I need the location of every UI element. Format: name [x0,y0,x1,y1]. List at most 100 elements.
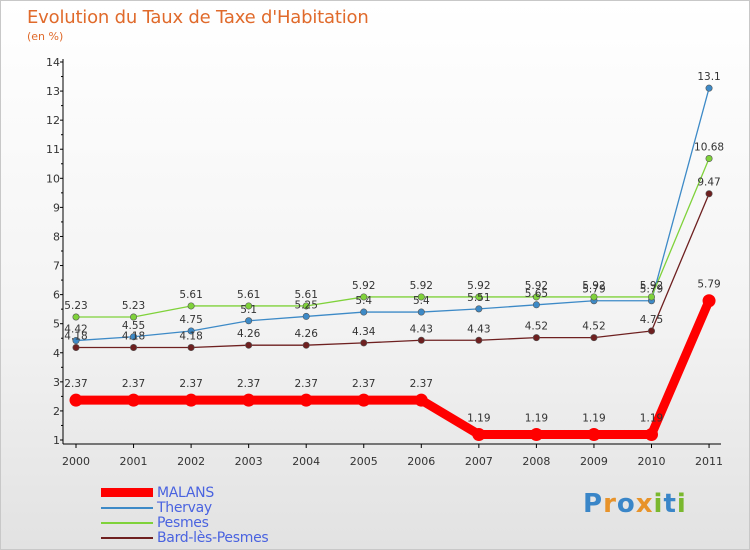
y-tick-label: 7 [53,260,60,273]
x-tick-label: 2005 [350,455,378,468]
data-label-bard-l-s-pesmes: 4.52 [582,321,605,333]
data-point-bard-l-s-pesmes [130,344,138,352]
legend-swatch-thervay [101,507,153,509]
y-tick-label: 13 [46,85,60,98]
data-label-pesmes: 5.92 [525,280,548,292]
data-point-bard-l-s-pesmes [187,344,195,352]
data-point-bard-l-s-pesmes [475,336,483,344]
data-point-malans [472,427,486,441]
logo-letter: P [583,489,604,519]
x-tick-label: 2011 [695,455,723,468]
data-label-bard-l-s-pesmes: 4.18 [64,331,87,343]
data-point-malans [414,393,428,407]
data-point-malans [645,427,658,441]
y-tick-label: 14 [46,56,60,69]
data-label-pesmes: 5.92 [352,280,375,292]
data-point-thervay [72,337,80,345]
data-point-bard-l-s-pesmes [705,190,713,198]
x-tick-label: 2008 [522,455,550,468]
data-label-pesmes: 5.92 [410,280,433,292]
y-tick-label: 1 [53,434,60,447]
data-point-pesmes [360,293,368,301]
legend-label-pesmes: Pesmes [157,515,209,531]
x-tick-label: 2010 [638,455,666,468]
x-tick-label: 2003 [235,455,263,468]
data-point-malans [702,294,716,308]
data-label-pesmes: 10.68 [694,142,724,154]
legend-swatch-bard-l-s-pesmes [101,537,153,539]
data-label-thervay: 4.42 [64,324,87,336]
logo-letter: i [676,489,687,519]
legend-swatch-malans [101,488,153,497]
data-label-malans: 2.37 [179,378,202,390]
data-label-thervay: 5.65 [525,288,548,300]
data-label-pesmes: 5.61 [179,289,202,301]
data-point-pesmes [302,302,310,310]
data-label-thervay: 5.51 [467,292,490,304]
legend-swatch-pesmes [101,522,153,524]
data-point-pesmes [475,293,483,301]
data-label-bard-l-s-pesmes: 4.18 [122,331,145,343]
data-label-thervay: 4.55 [122,320,145,332]
data-label-thervay: 5.4 [413,295,430,307]
data-label-malans: 2.37 [64,378,87,390]
data-point-pesmes [532,293,540,301]
logo-letter: i [653,489,664,519]
data-label-thervay: 5.25 [295,299,318,311]
data-point-thervay [705,84,713,92]
y-tick-label: 12 [46,114,60,127]
y-tick-label: 3 [53,376,60,389]
data-point-malans [184,393,198,407]
logo-letter: x [635,489,654,519]
y-tick-label: 11 [46,143,60,156]
data-point-bard-l-s-pesmes [302,341,310,349]
data-point-pesmes [245,302,253,310]
proxiti-logo: Proxiti [583,489,687,519]
legend-label-malans: MALANS [157,485,214,501]
data-label-pesmes: 5.92 [467,280,490,292]
data-label-thervay: 13.1 [697,71,720,83]
data-label-bard-l-s-pesmes: 4.18 [179,331,202,343]
data-label-bard-l-s-pesmes: 9.47 [697,177,720,189]
data-point-thervay [417,308,425,316]
data-label-malans: 2.37 [352,378,375,390]
data-label-bard-l-s-pesmes: 4.43 [467,323,490,335]
data-label-bard-l-s-pesmes: 4.34 [352,326,376,338]
data-label-malans: 2.37 [410,378,433,390]
data-point-pesmes [705,155,713,163]
x-tick-label: 2004 [292,455,320,468]
data-label-malans: 2.37 [122,378,145,390]
data-point-thervay [360,308,368,316]
data-label-pesmes: 5.61 [295,289,318,301]
data-point-pesmes [417,293,425,301]
data-label-thervay: 4.75 [179,314,202,326]
x-tick-label: 2009 [580,455,608,468]
data-label-thervay: 5.4 [355,295,372,307]
data-point-malans [127,393,141,407]
x-tick-label: 2007 [465,455,493,468]
data-point-bard-l-s-pesmes [590,334,598,342]
logo-letter: r [603,489,617,519]
data-point-thervay [475,305,483,313]
data-point-malans [529,427,543,441]
data-label-malans: 2.37 [295,378,318,390]
x-tick-label: 2006 [407,455,435,468]
data-label-pesmes: 5.92 [640,280,663,292]
x-tick-label: 2000 [62,455,90,468]
y-tick-label: 9 [53,201,60,214]
data-label-malans: 1.19 [640,412,663,424]
data-label-bard-l-s-pesmes: 4.43 [410,323,433,335]
x-tick-label: 2001 [120,455,148,468]
data-label-malans: 1.19 [467,412,490,424]
data-point-pesmes [130,313,138,321]
data-point-bard-l-s-pesmes [647,327,655,335]
data-label-bard-l-s-pesmes: 4.26 [237,328,261,340]
series-line-malans [71,296,714,439]
data-point-thervay [187,327,195,335]
data-label-bard-l-s-pesmes: 4.52 [525,321,548,333]
data-label-malans: 5.79 [697,279,720,291]
legend-label-bard-l-s-pesmes: Bard-lès-Pesmes [157,530,269,546]
data-point-bard-l-s-pesmes [417,336,425,344]
data-label-thervay: 5.79 [582,284,605,296]
